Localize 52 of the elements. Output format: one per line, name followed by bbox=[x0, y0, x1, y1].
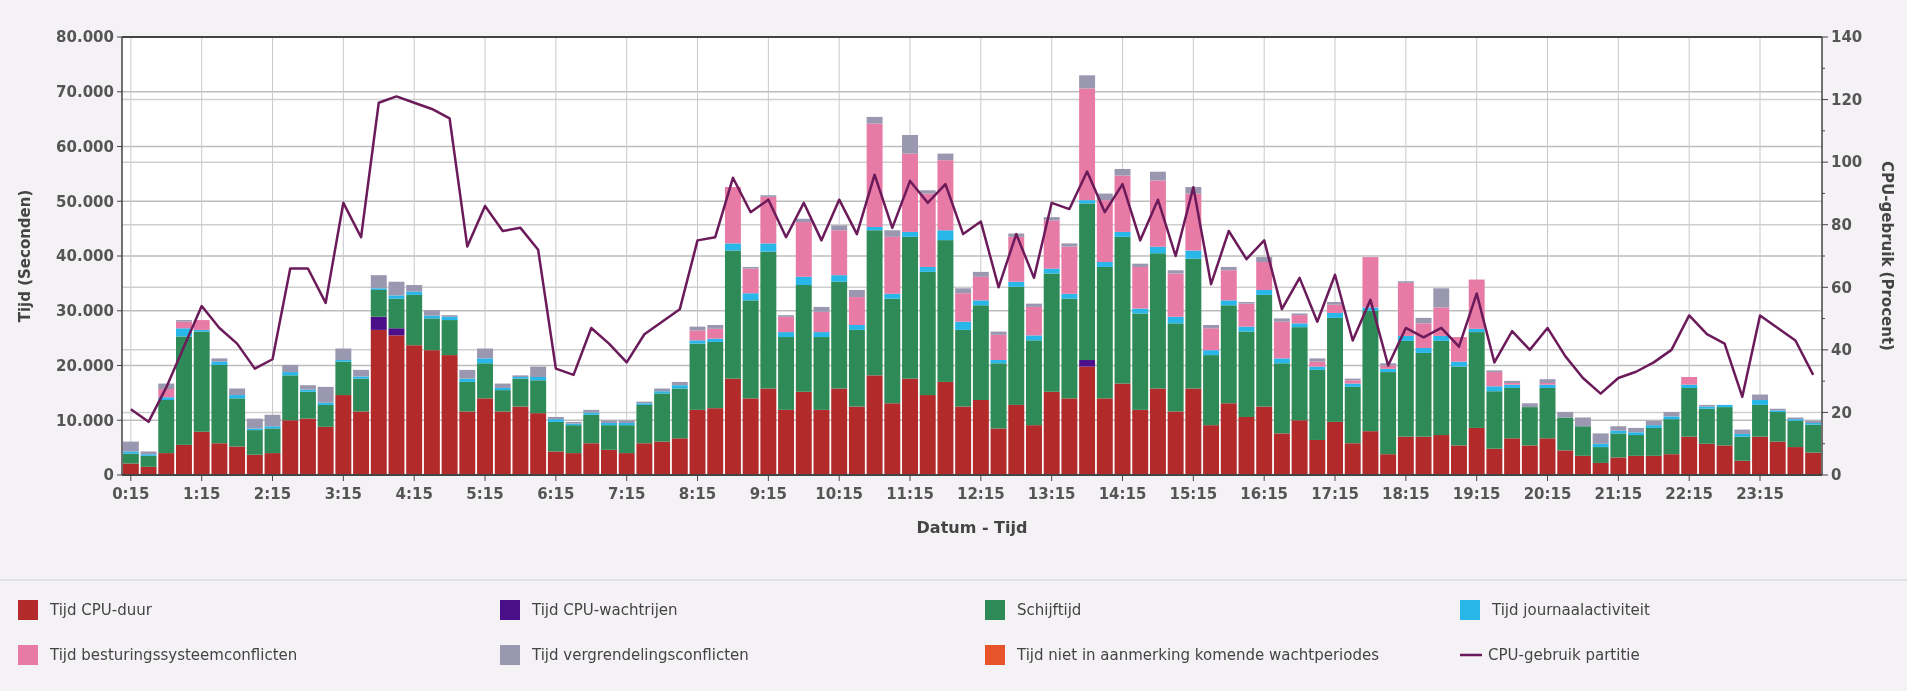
x-tick-label: 16:15 bbox=[1240, 485, 1289, 503]
x-tick-label: 9:15 bbox=[749, 485, 788, 503]
y2-tick-label: 60 bbox=[1831, 278, 1852, 297]
x-tick-label: 18:15 bbox=[1381, 485, 1430, 503]
x-axis-title: Datum - Tijd bbox=[916, 518, 1028, 537]
x-tick-label: 7:15 bbox=[608, 485, 646, 503]
legend-label: CPU-gebruik partitie bbox=[1488, 646, 1640, 665]
legend-label: Schijftijd bbox=[1017, 601, 1082, 620]
legend-label: Tijd CPU-wachtrijen bbox=[531, 601, 678, 620]
x-tick-label: 15:15 bbox=[1169, 485, 1218, 503]
x-tick-label: 13:15 bbox=[1027, 485, 1076, 503]
y2-axis-title: CPU-gebruik (Procent) bbox=[1878, 161, 1896, 351]
x-tick-label: 8:15 bbox=[678, 485, 717, 503]
y2-tick-label: 120 bbox=[1831, 90, 1863, 109]
legend-label: Tijd journaalactiviteit bbox=[1491, 601, 1650, 620]
x-tick-label: 4:15 bbox=[395, 485, 433, 503]
y-tick-label: 20.000 bbox=[56, 356, 114, 375]
y-tick-label: 40.000 bbox=[56, 247, 114, 266]
x-tick-label: 22:15 bbox=[1665, 485, 1714, 503]
x-tick-label: 20:15 bbox=[1523, 485, 1572, 503]
x-tick-label: 2:15 bbox=[253, 485, 292, 503]
y-tick-label: 30.000 bbox=[56, 302, 114, 320]
y-tick-label: 0 bbox=[103, 466, 114, 485]
y-tick-label: 60.000 bbox=[56, 137, 114, 156]
y-axis-title: Tijd (Seconden) bbox=[16, 189, 34, 323]
y2-tick-label: 100 bbox=[1831, 153, 1863, 172]
x-tick-label: 23:15 bbox=[1736, 485, 1784, 503]
y2-tick-label: 140 bbox=[1831, 28, 1863, 47]
legend-label: Tijd CPU-duur bbox=[49, 601, 153, 620]
legend-label: Tijd vergrendelingsconflicten bbox=[531, 646, 749, 665]
x-tick-label: 12:15 bbox=[956, 485, 1005, 503]
y-tick-label: 10.000 bbox=[56, 411, 114, 430]
x-tick-label: 0:15 bbox=[112, 485, 150, 503]
x-tick-label: 14:15 bbox=[1098, 485, 1147, 503]
x-tick-label: 21:15 bbox=[1594, 485, 1643, 503]
legend-label: Tijd niet in aanmerking komende wachtperiodes bbox=[1016, 646, 1380, 665]
legend-label: Tijd besturingssysteemconflicten bbox=[49, 646, 298, 665]
y-tick-label: 50.000 bbox=[56, 192, 114, 211]
x-tick-label: 17:15 bbox=[1311, 485, 1359, 503]
x-tick-label: 5:15 bbox=[466, 485, 504, 503]
y-tick-label: 70.000 bbox=[56, 83, 114, 101]
x-tick-label: 3:15 bbox=[324, 485, 363, 503]
x-tick-label: 19:15 bbox=[1452, 485, 1501, 503]
x-tick-label: 10:15 bbox=[815, 485, 864, 503]
y2-tick-label: 80 bbox=[1831, 215, 1852, 234]
y2-tick-label: 20 bbox=[1831, 403, 1852, 422]
x-tick-label: 11:15 bbox=[886, 485, 934, 503]
y-tick-label: 80.000 bbox=[56, 28, 114, 47]
x-tick-label: 1:15 bbox=[183, 485, 221, 503]
x-tick-label: 6:15 bbox=[537, 485, 575, 503]
y2-tick-label: 0 bbox=[1831, 466, 1842, 485]
y2-tick-label: 40 bbox=[1831, 341, 1852, 360]
